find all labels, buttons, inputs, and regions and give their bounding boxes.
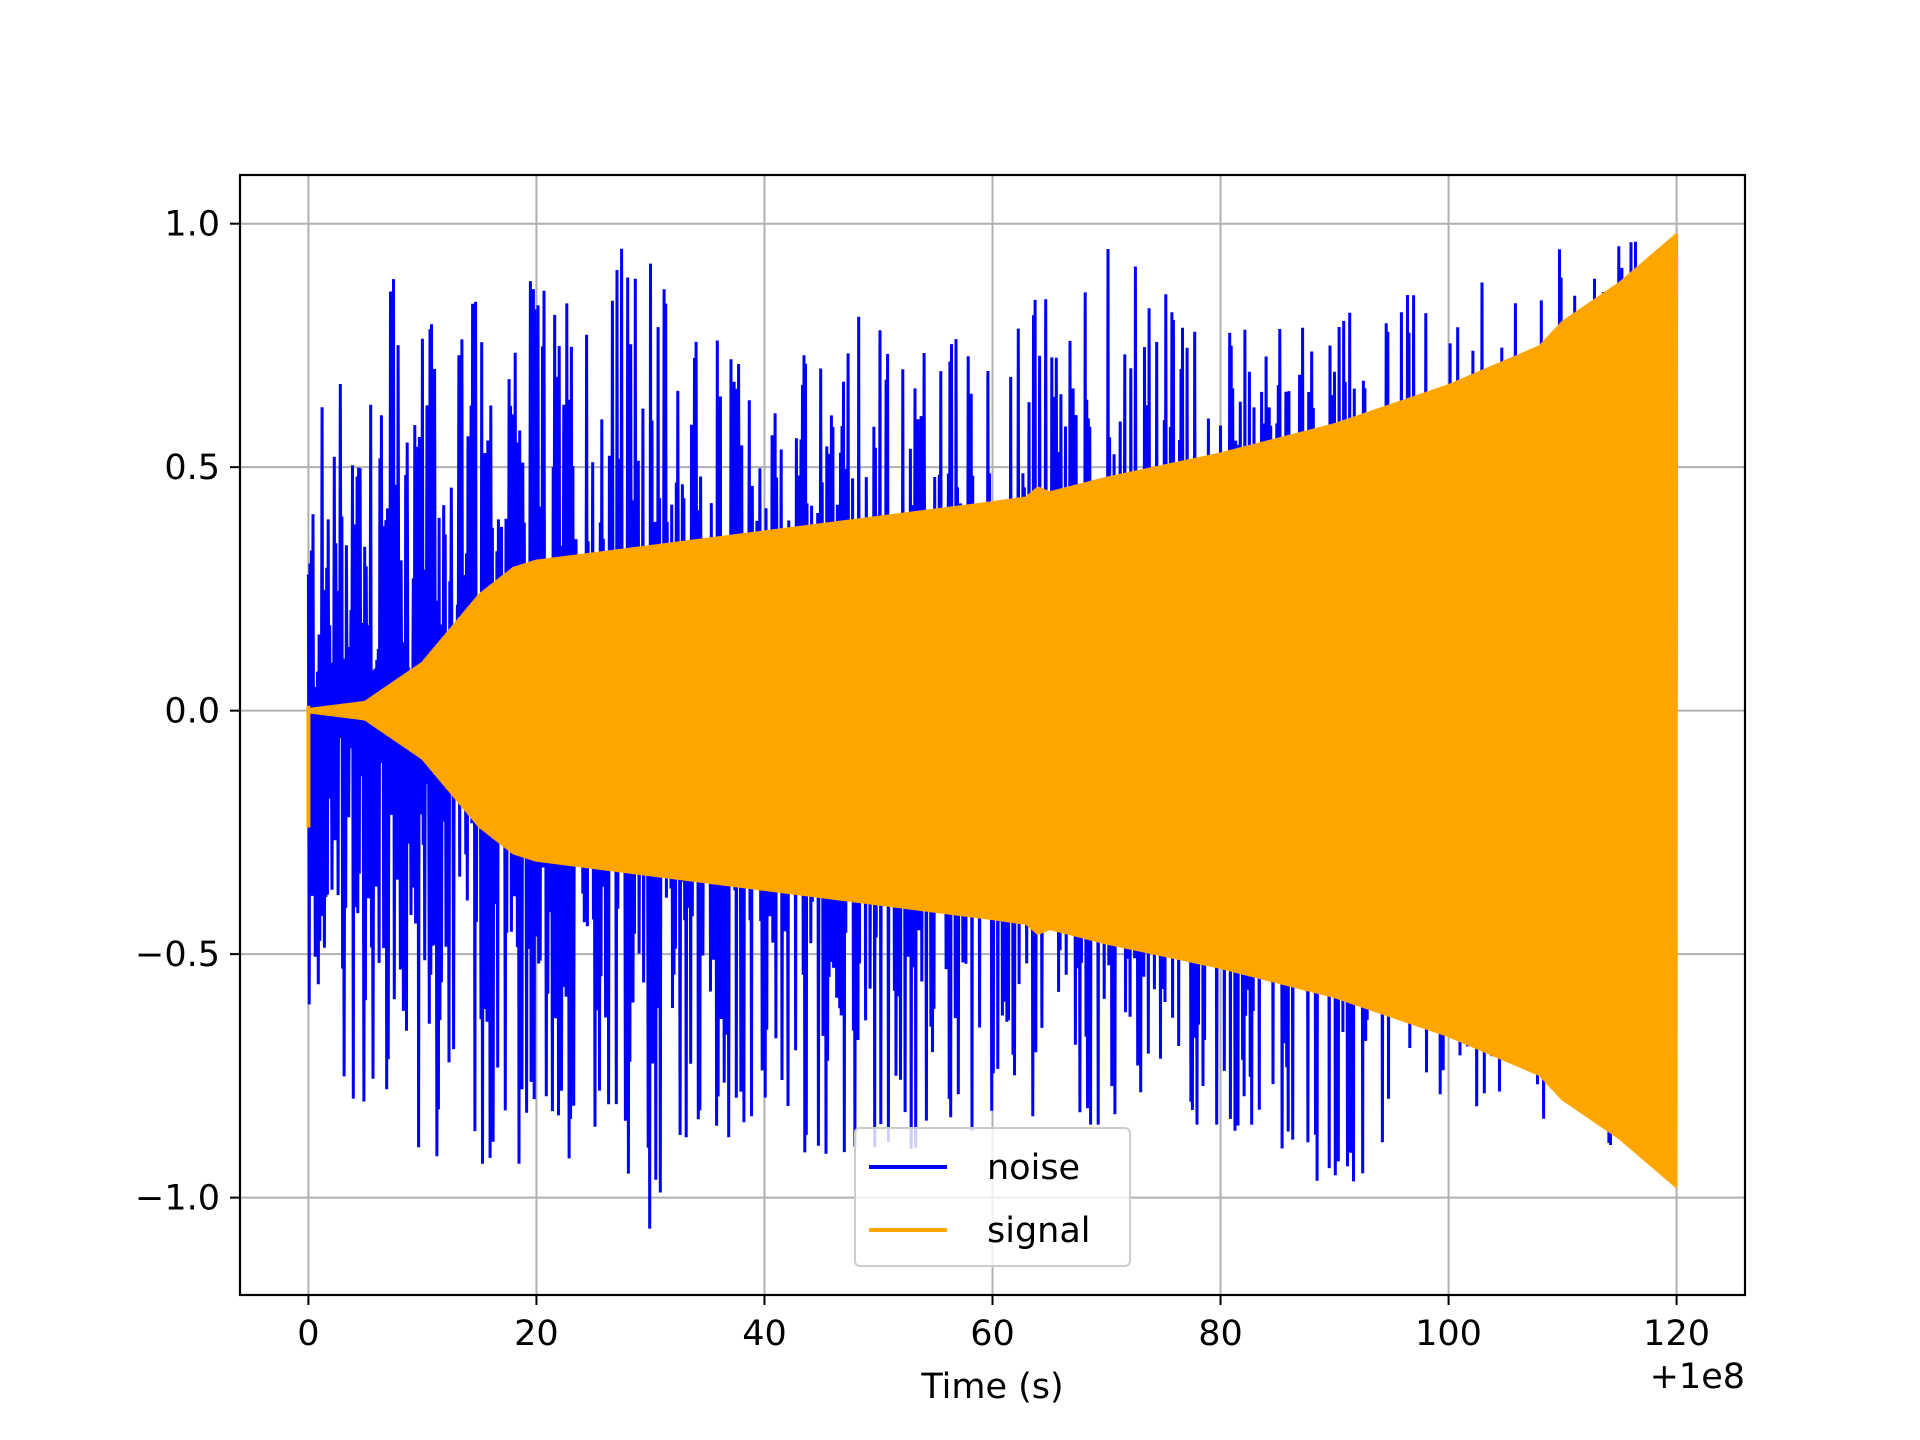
y-tick-label: 0.0: [164, 692, 220, 732]
x-tick-label: 0: [297, 1314, 319, 1354]
x-axis-offset-label: +1e8: [1650, 1357, 1745, 1397]
series-line-signal: [306, 233, 1679, 1188]
y-tick-label: 1.0: [164, 205, 220, 245]
x-tick-label: 80: [1198, 1314, 1243, 1354]
x-axis-label: Time (s): [920, 1367, 1063, 1407]
y-tick-label: 0.5: [164, 448, 220, 488]
axis-ticks: 0 20 40 60 80 100 120 −1.0 −0.5 0.0 0.5 1.0: [135, 205, 1710, 1354]
x-tick-label: 120: [1643, 1314, 1710, 1354]
x-tick-label: 40: [742, 1314, 787, 1354]
legend: noise signal: [854, 1127, 1131, 1267]
plot-area: [306, 233, 1679, 1229]
x-tick-label: 60: [970, 1314, 1015, 1354]
legend-label-signal: signal: [987, 1211, 1091, 1251]
y-tick-label: −1.0: [135, 1179, 220, 1219]
x-tick-label: 20: [514, 1314, 559, 1354]
x-tick-label: 100: [1415, 1314, 1482, 1354]
y-tick-label: −0.5: [135, 935, 220, 975]
signal-initial-spike: [306, 705, 311, 828]
legend-label-noise: noise: [987, 1148, 1080, 1188]
